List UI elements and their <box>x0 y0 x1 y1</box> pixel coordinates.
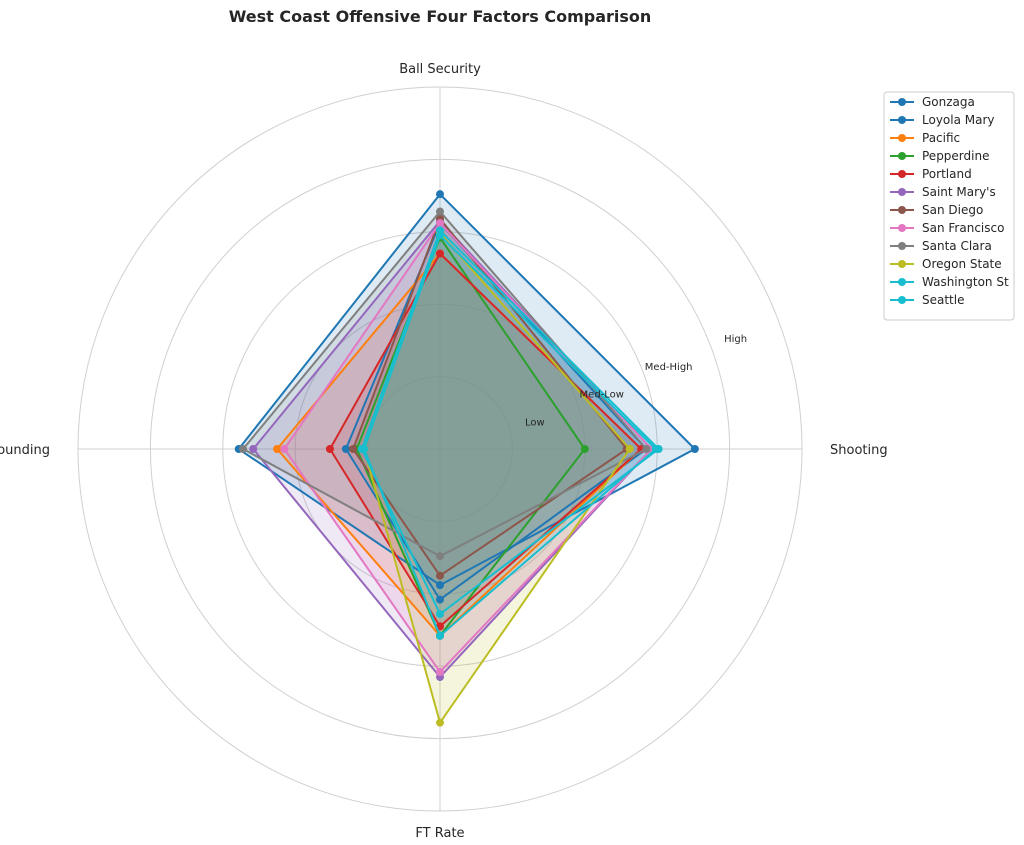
data-point-santa-clara-ball-security <box>436 207 444 216</box>
legend-item-san-francisco: San Francisco <box>890 221 1004 235</box>
legend-marker <box>898 170 906 178</box>
legend-marker <box>898 224 906 232</box>
data-point-san-diego-off-rebounding <box>349 445 358 453</box>
data-point-santa-clara-off-rebounding <box>239 445 248 453</box>
legend-item-pacific: Pacific <box>890 131 960 145</box>
series-area-san-diego <box>353 218 627 576</box>
legend-marker <box>898 188 906 196</box>
series-area-oregon-state <box>364 233 630 723</box>
legend-marker <box>898 98 906 106</box>
data-point-loyola-mary-off-rebounding <box>341 445 350 453</box>
legend-label: Gonzaga <box>922 95 975 109</box>
legend-label: Seattle <box>922 293 964 307</box>
legend-item-portland: Portland <box>890 167 972 181</box>
legend-label: Washington St <box>922 275 1009 289</box>
series-lines <box>234 190 699 727</box>
data-point-seattle-ball-security <box>436 226 444 235</box>
series-santa-clara <box>239 207 651 561</box>
legend-label: Santa Clara <box>922 239 992 253</box>
data-point-portland-ball-security <box>436 249 444 258</box>
legend-box <box>883 91 1015 321</box>
legend-label: San Diego <box>922 203 983 217</box>
data-point-saint-mary-s-off-rebounding <box>249 445 258 453</box>
legend: Gonzaga Loyola Mary Pacific Pepperdine Portl… <box>883 91 1015 321</box>
series-area-pacific <box>277 253 642 636</box>
legend-item-san-diego: San Diego <box>890 203 983 217</box>
ring-label-high: High <box>724 334 747 345</box>
legend-item-washington-st: Washington St <box>890 275 1009 289</box>
legend-label: Oregon State <box>922 257 1002 271</box>
legend-marker <box>898 260 906 268</box>
series-area-loyola-mary <box>345 223 647 600</box>
legend-marker <box>898 206 906 214</box>
series-area-portland <box>330 253 642 627</box>
data-point-oregon-state-ft-rate <box>436 718 444 727</box>
data-point-oregon-state-shooting <box>625 445 634 453</box>
legend-marker <box>898 242 906 250</box>
legend-marker <box>898 116 906 124</box>
data-point-san-francisco-off-rebounding <box>280 445 289 453</box>
chart-title: West Coast Offensive Four Factors Compar… <box>229 7 652 26</box>
legend-item-seattle: Seattle <box>890 293 964 307</box>
series-seattle <box>357 226 663 619</box>
data-point-seattle-off-rebounding <box>357 445 366 453</box>
ring-label-med-high: Med-High <box>645 362 693 373</box>
data-point-santa-clara-ft-rate <box>436 552 444 561</box>
legend-label: Saint Mary's <box>922 185 996 199</box>
ring-label-low: Low <box>525 417 545 428</box>
ring-labels: Low Med-Low Med-High High <box>525 334 747 428</box>
series-area-washington-st <box>364 235 656 636</box>
data-point-pepperdine-shooting <box>580 445 589 453</box>
axis-label-off-rebounding: Off Rebounding <box>0 443 50 458</box>
data-point-san-francisco-ball-security <box>436 219 444 228</box>
legend-item-santa-clara: Santa Clara <box>890 239 992 253</box>
ring-label-med-low: Med-Low <box>580 390 624 401</box>
legend-marker <box>898 152 906 160</box>
legend-label: San Francisco <box>922 221 1004 235</box>
series-area-san-francisco <box>284 223 652 672</box>
legend-label: Loyola Mary <box>922 113 995 127</box>
series-area-seattle <box>361 230 659 615</box>
data-point-gonzaga-ball-security <box>436 190 444 199</box>
data-point-loyola-mary-ft-rate <box>436 595 444 604</box>
legend-marker <box>898 134 906 142</box>
data-point-washington-st-ft-rate <box>436 631 444 640</box>
axis-label-shooting: Shooting <box>830 443 888 458</box>
legend-item-loyola-mary: Loyola Mary <box>890 113 995 127</box>
data-point-san-diego-ft-rate <box>436 571 444 580</box>
series-area-saint-mary-s <box>253 220 652 678</box>
data-point-gonzaga-shooting <box>690 445 699 453</box>
axis-label-ball-security: Ball Security <box>399 62 481 77</box>
legend-label: Portland <box>922 167 972 181</box>
legend-label: Pepperdine <box>922 149 989 163</box>
legend-marker <box>898 278 906 286</box>
data-point-santa-clara-shooting <box>642 445 651 453</box>
legend-item-pepperdine: Pepperdine <box>890 149 989 163</box>
legend-item-gonzaga: Gonzaga <box>890 95 975 109</box>
data-point-portland-off-rebounding <box>325 445 334 453</box>
legend-item-saint-mary-s: Saint Mary's <box>890 185 996 199</box>
data-point-gonzaga-ft-rate <box>436 581 444 590</box>
legend-marker <box>898 296 906 304</box>
legend-item-oregon-state: Oregon State <box>890 257 1002 271</box>
axis-label-ft-rate: FT Rate <box>415 826 464 841</box>
axis-labels: Ball Security Shooting FT Rate Off Reboundi… <box>0 62 888 841</box>
data-point-pacific-off-rebounding <box>273 445 282 453</box>
data-point-san-francisco-ft-rate <box>436 667 444 676</box>
data-point-seattle-ft-rate <box>436 610 444 619</box>
legend-label: Pacific <box>922 131 960 145</box>
data-point-seattle-shooting <box>654 445 663 453</box>
